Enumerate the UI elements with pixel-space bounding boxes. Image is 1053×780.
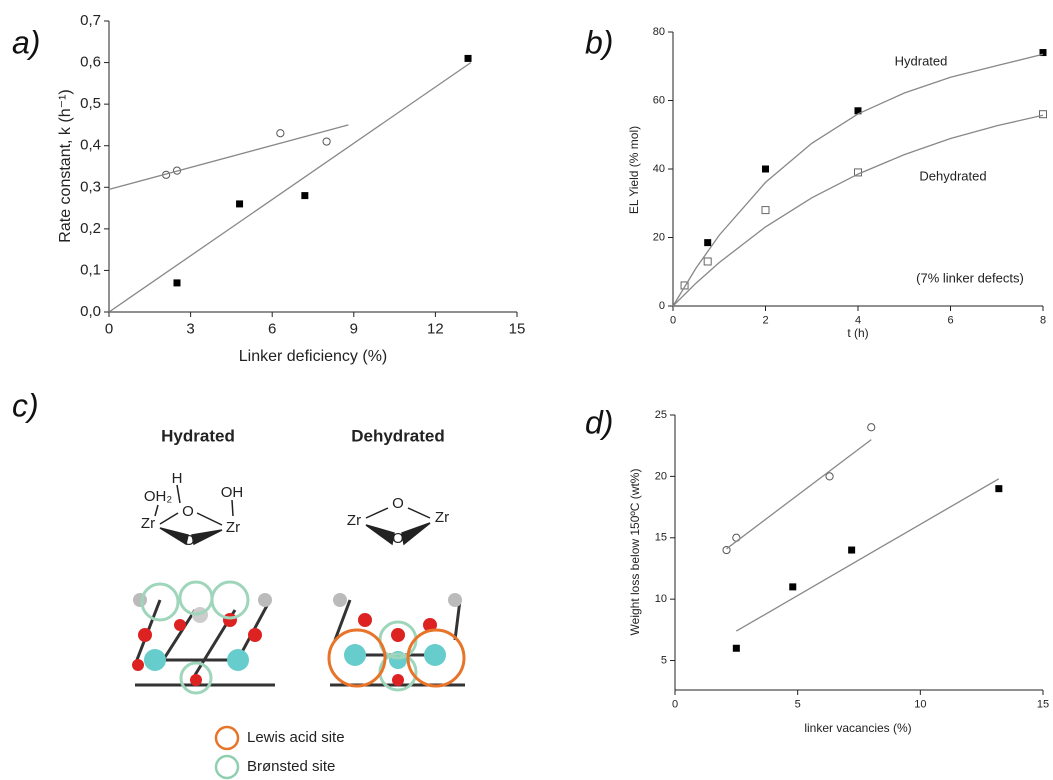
legend-symbol (214, 725, 240, 751)
x-tick-label: 8 (1040, 315, 1046, 327)
atom: O (183, 532, 195, 549)
y-tick-label: 20 (655, 470, 667, 482)
atom: O (392, 530, 404, 547)
y-tick-label: 0,3 (80, 178, 101, 195)
annotation: (7% linker defects) (916, 270, 1024, 285)
x-tick-label: 2 (762, 315, 768, 327)
fit-line (672, 114, 1044, 307)
fit-line (726, 439, 872, 550)
x-tick-label: 5 (795, 699, 801, 711)
x-tick-label: 3 (186, 320, 194, 337)
x-tick-label: 9 (350, 320, 358, 337)
point (703, 257, 712, 266)
atom: OH (221, 484, 244, 501)
x-tick-label: 6 (268, 320, 276, 337)
y-tick-label: 40 (653, 163, 665, 175)
panel-c: c) Hydrated Dehydrated OH₂ H O OH Zr Zr … (12, 387, 466, 780)
x-tick-label: 0 (672, 699, 678, 711)
y-tick-label: 5 (661, 654, 667, 666)
y-tick-label: 0,0 (80, 303, 101, 320)
point (322, 137, 331, 146)
panel-letter: a) (12, 24, 40, 60)
x-tick-label: 0 (670, 315, 676, 327)
y-tick-label: 0,7 (80, 12, 101, 29)
point (848, 546, 856, 554)
y-tick-label: 0 (659, 300, 665, 312)
atom: Zr (347, 512, 361, 529)
point (722, 545, 731, 555)
panel-letter: b) (585, 24, 613, 60)
y-tick-label: 15 (655, 532, 667, 544)
y-axis-label: Weight loss below 150ºC (wt%) (628, 469, 642, 636)
annotation: Hydrated (895, 53, 948, 68)
point (732, 644, 740, 652)
point (680, 281, 689, 290)
x-axis-label: t (h) (847, 326, 868, 340)
y-tick-label: 0,2 (80, 220, 101, 237)
x-tick-label: 15 (1037, 699, 1049, 711)
point (704, 239, 712, 247)
y-tick-label: 80 (653, 26, 665, 38)
point (762, 165, 769, 173)
x-tick-label: 0 (105, 320, 113, 337)
point (761, 206, 770, 215)
point (867, 423, 876, 432)
panel-letter: c) (12, 387, 39, 423)
atom: O (182, 503, 194, 520)
y-tick-label: 10 (655, 593, 667, 605)
y-tick-label: 25 (655, 409, 667, 421)
legend-label: Lewis acid site (247, 729, 345, 746)
atom: Zr (435, 509, 449, 526)
y-tick-label: 0,6 (80, 54, 101, 71)
point (464, 54, 472, 62)
annotation: Dehydrated (919, 168, 986, 183)
y-tick-label: 20 (653, 231, 665, 243)
legend-symbol (214, 754, 240, 780)
point (236, 200, 244, 208)
fit-line (735, 478, 1000, 632)
fit-line (672, 53, 1044, 307)
point (1039, 110, 1047, 119)
structure-title: Hydrated (161, 426, 235, 445)
atom-labels: OH₂ H O OH Zr Zr O O Zr Zr O (141, 470, 449, 549)
point (995, 485, 1003, 493)
y-axis-label: EL Yield (% mol) (627, 126, 641, 214)
atom: H (172, 470, 183, 487)
structure-title: Dehydrated (351, 426, 445, 445)
panel-letter: d) (585, 404, 613, 440)
x-axis-label: linker vacancies (%) (804, 721, 911, 735)
y-tick-label: 0,5 (80, 95, 101, 112)
site-circles (140, 580, 466, 695)
atom: Zr (226, 519, 240, 536)
atom: Zr (141, 515, 155, 532)
point (789, 583, 797, 591)
y-tick-label: 0,1 (80, 261, 101, 278)
y-axis-label: Rate constant, k (h⁻¹) (57, 89, 74, 242)
chart: a) 0 3 6 9 12 15 0,0 0,1 0,2 0,3 0,4 0,5 0,6 0,7 Linker… (12, 12, 525, 365)
point (301, 192, 309, 200)
x-tick-label: 10 (914, 699, 926, 711)
x-tick-label: 12 (427, 320, 444, 337)
chart: d) 0 5 10 15 5 10 15 20 25 linker vacancies (%) Wei… (585, 404, 1049, 735)
point (173, 279, 181, 287)
point (1039, 49, 1047, 57)
fit-line (108, 124, 349, 191)
y-tick-label: 60 (653, 94, 665, 106)
bonds (154, 484, 431, 546)
point (276, 129, 285, 138)
x-tick-label: 15 (509, 320, 526, 337)
point (854, 107, 862, 115)
y-tick-label: 0,4 (80, 137, 101, 154)
legend-label: Brønsted site (247, 758, 335, 775)
point (825, 472, 834, 481)
atom: OH₂ (144, 488, 173, 505)
x-axis-label: Linker deficiency (%) (239, 348, 388, 365)
fit-line (108, 62, 472, 313)
atom: O (392, 495, 404, 512)
x-tick-label: 4 (855, 315, 861, 327)
x-tick-label: 6 (947, 315, 953, 327)
